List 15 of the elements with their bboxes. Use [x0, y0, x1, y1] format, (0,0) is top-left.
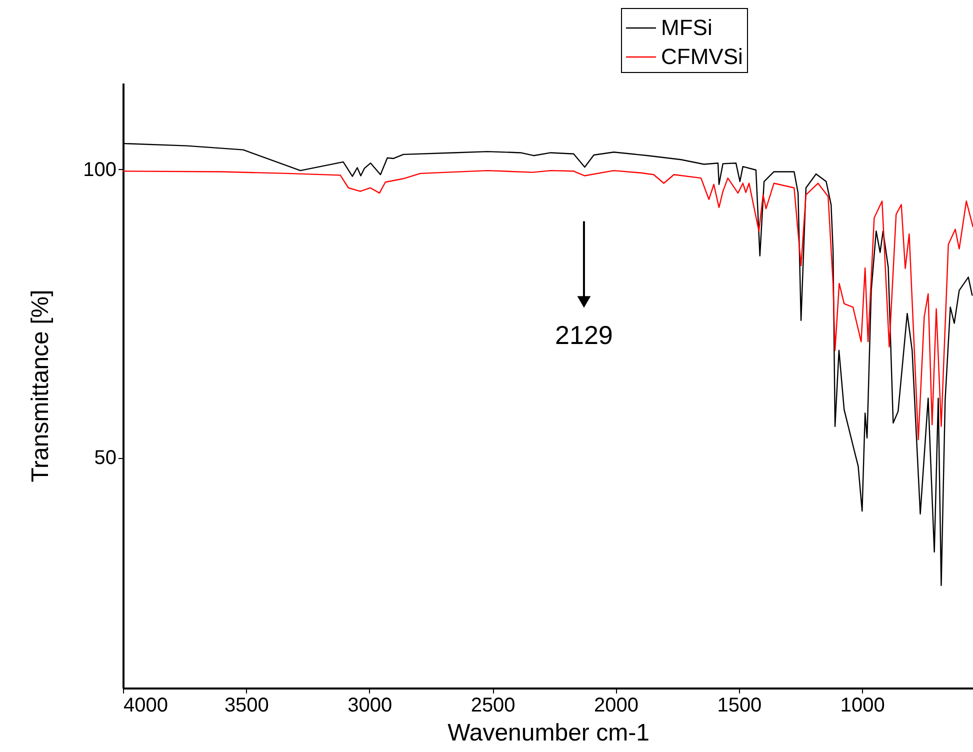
x-tick-label: 1000: [840, 694, 885, 716]
annotation: 2129: [555, 320, 613, 350]
y-tick-label: 50: [94, 447, 116, 470]
x-tick-label: 4000: [124, 694, 168, 716]
x-tick-label: 3500: [224, 694, 269, 716]
x-axis-title: Wavenumber cm-1: [448, 720, 650, 746]
legend-label: MFSi: [661, 15, 712, 40]
line-series: [123, 170, 973, 440]
x-tick-label: 2500: [470, 694, 516, 716]
legend-label: CFMVSi: [661, 44, 743, 69]
x-tick-label: 2000: [594, 694, 639, 716]
y-axis-title: Transmittance [%]: [27, 290, 54, 482]
y-tick-label: 100: [83, 158, 116, 181]
x-tick-label: 1500: [717, 694, 762, 716]
x-tick-label: 3000: [348, 694, 392, 716]
